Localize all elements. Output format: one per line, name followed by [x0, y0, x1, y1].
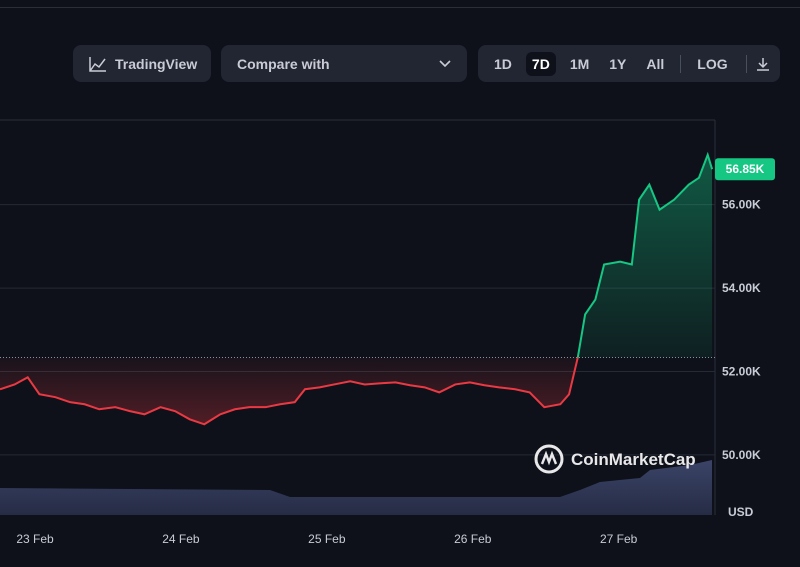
range-button[interactable]: 7D [525, 51, 556, 76]
x-tick-label: 27 Feb [600, 532, 638, 546]
top-rule [0, 7, 800, 8]
tradingview-button[interactable]: TradingView [73, 45, 211, 82]
volume-area [0, 460, 712, 515]
y-tick-label: 50.00K [722, 448, 761, 462]
divider [680, 54, 682, 73]
y-unit-label: USD [728, 505, 754, 519]
chevron [439, 59, 451, 67]
range-group: 1D 7D 1M 1Y All LOG [478, 45, 780, 82]
compare-label: Compare with [237, 55, 330, 72]
price-line [0, 151, 714, 426]
y-tick-label: 56.00K [722, 198, 761, 212]
y-tick-label: 54.00K [722, 281, 761, 295]
tradingview-label: TradingView [115, 55, 198, 72]
x-tick-label: 23 Feb [16, 532, 54, 546]
last-price-tag [715, 158, 775, 181]
range-button[interactable]: 1M [569, 55, 590, 72]
log-button[interactable]: LOG [697, 55, 728, 72]
last-price-label: 56.85K [726, 162, 765, 176]
range-button[interactable]: 1Y [609, 55, 627, 72]
range-button[interactable]: 1D [494, 55, 512, 72]
watermark: CoinMarketCap [534, 444, 696, 474]
divider [745, 54, 747, 73]
x-tick-label: 26 Feb [454, 532, 492, 546]
price-area [0, 154, 713, 425]
compare-dropdown[interactable]: Compare with [221, 45, 467, 82]
y-tick-label: 52.00K [722, 365, 761, 379]
range-button[interactable]: All [646, 55, 665, 72]
x-tick-label: 25 Feb [308, 532, 346, 546]
watermark-text: CoinMarketCap [571, 450, 696, 469]
x-tick-label: 24 Feb [162, 532, 200, 546]
chart-icon [89, 56, 106, 72]
download-icon[interactable] [755, 56, 771, 72]
